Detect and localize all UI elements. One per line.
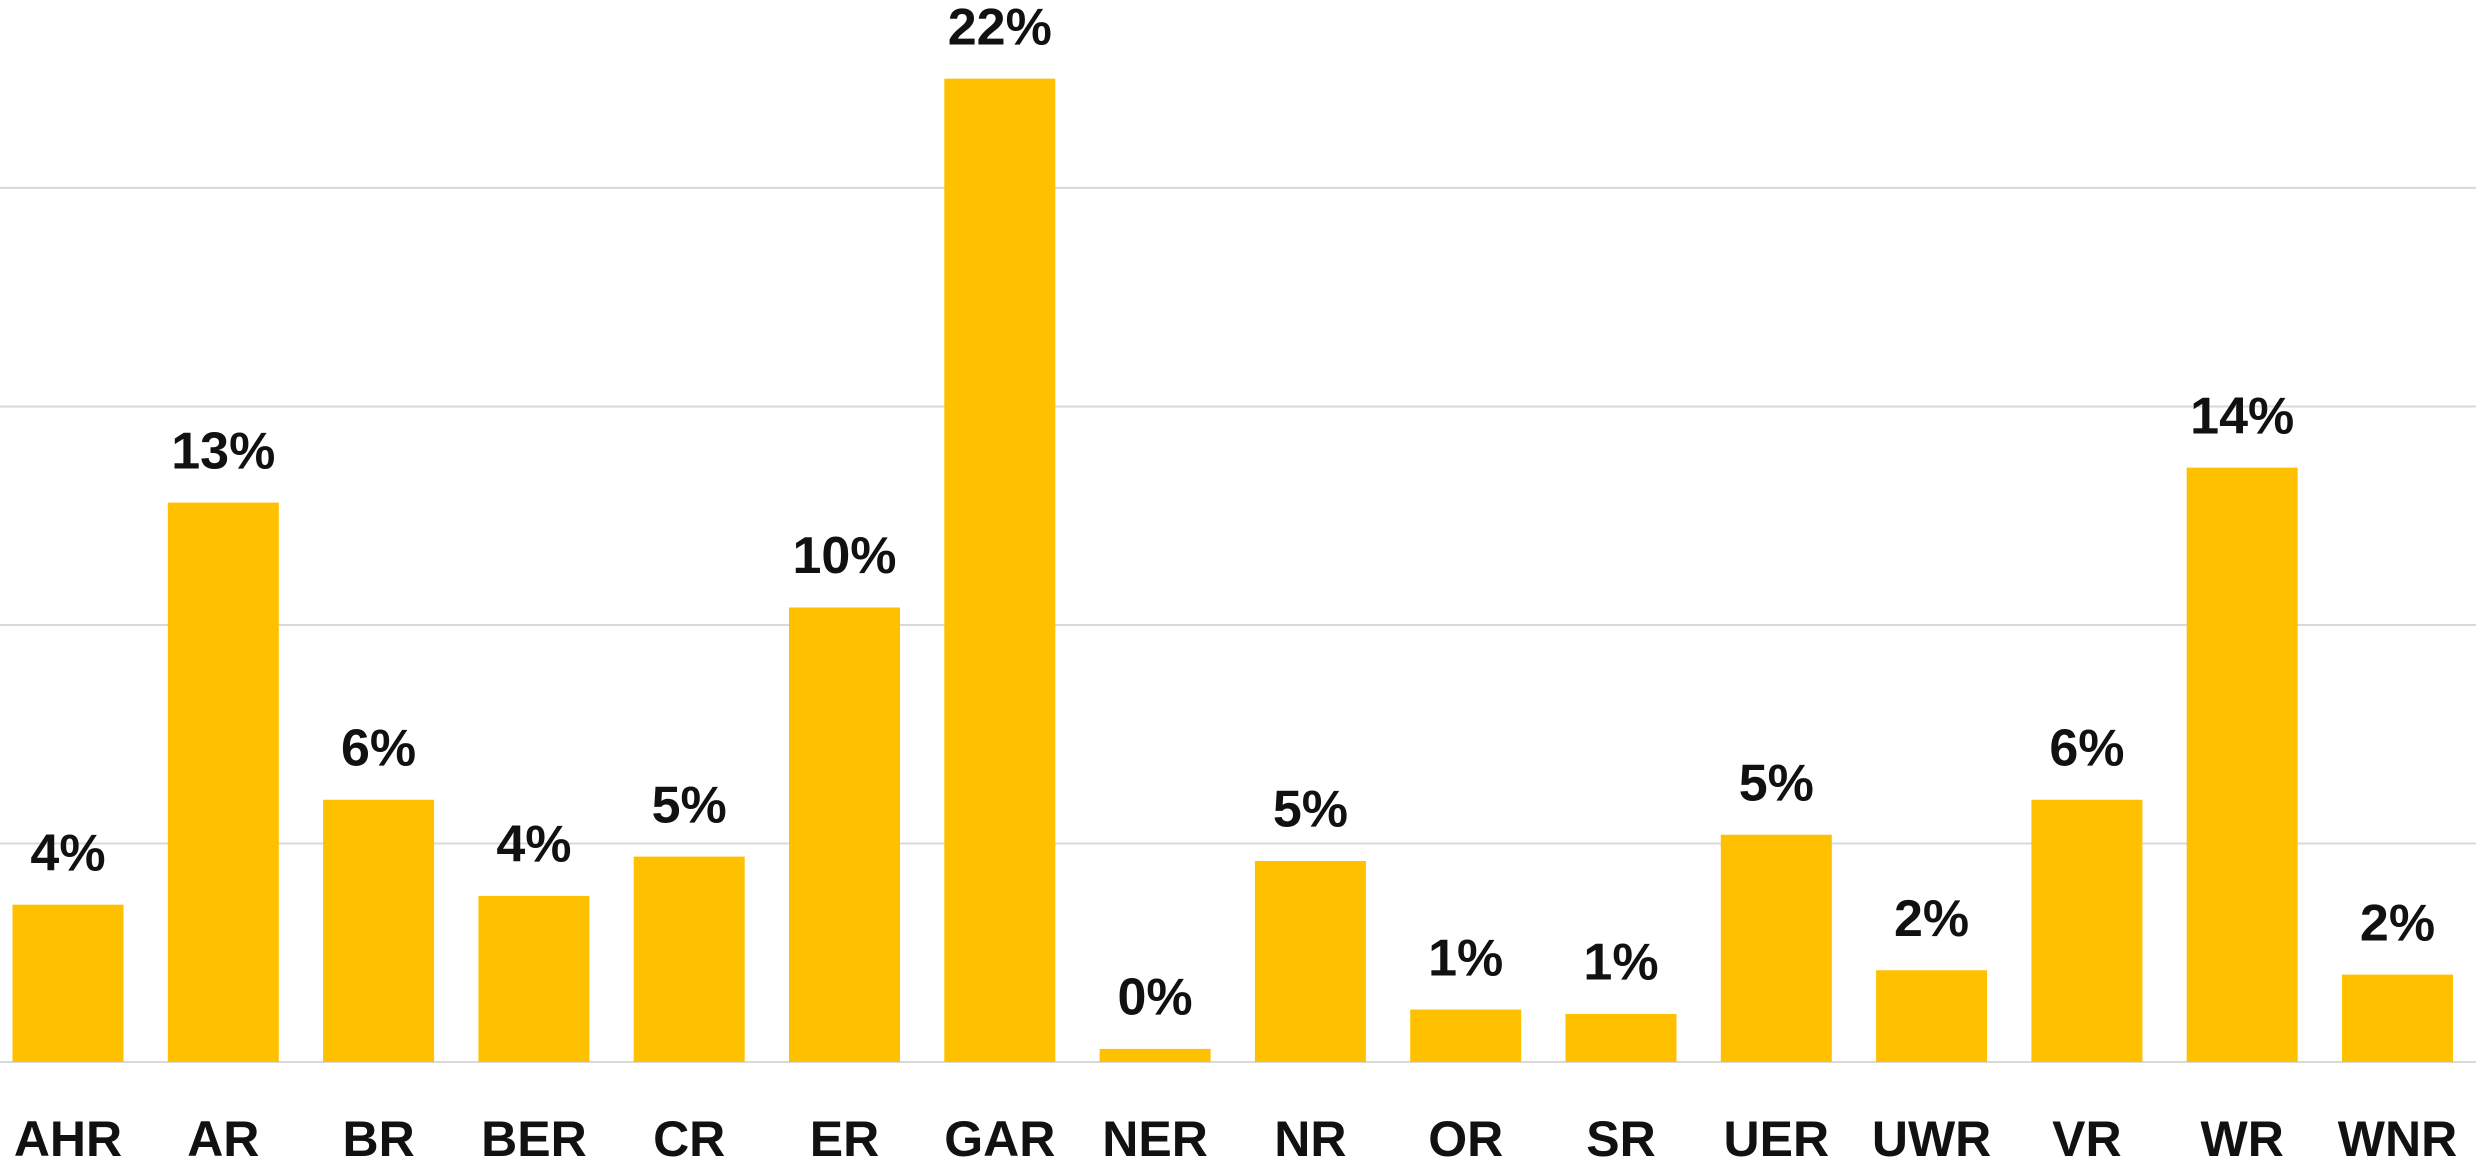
value-label: 5% bbox=[1739, 754, 1814, 812]
x-tick-label: CR bbox=[653, 1111, 725, 1167]
x-tick-label: SR bbox=[1586, 1111, 1655, 1167]
x-tick-label: WR bbox=[2201, 1111, 2284, 1167]
x-tick-label: UWR bbox=[1872, 1111, 1991, 1167]
bar bbox=[1254, 860, 1366, 1062]
x-tick-label: ER bbox=[810, 1111, 879, 1167]
value-label: 10% bbox=[792, 527, 896, 585]
bar bbox=[1099, 1048, 1211, 1062]
x-tick-label: VR bbox=[2052, 1111, 2121, 1167]
value-label: 2% bbox=[1894, 890, 1969, 948]
x-tick-label: OR bbox=[1428, 1111, 1503, 1167]
bar bbox=[944, 78, 1056, 1062]
x-tick-label: WNR bbox=[2338, 1111, 2457, 1167]
value-label: 2% bbox=[2360, 894, 2435, 952]
x-tick-label: BR bbox=[342, 1111, 414, 1167]
bar bbox=[1410, 1009, 1522, 1062]
value-label: 4% bbox=[30, 824, 105, 882]
x-tick-label: AHR bbox=[14, 1111, 122, 1167]
bar bbox=[633, 856, 745, 1062]
bar bbox=[1876, 970, 1988, 1062]
x-tick-label: NR bbox=[1274, 1111, 1346, 1167]
value-label: 1% bbox=[1583, 934, 1658, 992]
bar bbox=[167, 502, 279, 1062]
value-label: 14% bbox=[2190, 387, 2294, 445]
x-tick-label: NER bbox=[1102, 1111, 1208, 1167]
bar bbox=[2031, 799, 2143, 1062]
value-label: 22% bbox=[948, 0, 1052, 56]
value-label: 6% bbox=[341, 720, 416, 778]
x-tick-label: UER bbox=[1724, 1111, 1830, 1167]
x-tick-label: BER bbox=[481, 1111, 587, 1167]
value-label: 1% bbox=[1428, 929, 1503, 987]
bar bbox=[323, 799, 435, 1062]
bar bbox=[2342, 974, 2453, 1062]
value-label: 6% bbox=[2049, 720, 2124, 778]
value-label: 0% bbox=[1118, 969, 1193, 1027]
value-label: 5% bbox=[1273, 781, 1348, 839]
bar bbox=[478, 895, 590, 1062]
bar bbox=[789, 607, 900, 1062]
bar bbox=[1720, 834, 1832, 1062]
value-label: 5% bbox=[652, 776, 727, 834]
bar bbox=[12, 904, 124, 1062]
value-label: 13% bbox=[171, 422, 275, 480]
x-tick-label: AR bbox=[187, 1111, 259, 1167]
bar bbox=[2186, 467, 2298, 1062]
bar bbox=[1565, 1013, 1677, 1062]
value-label: 4% bbox=[496, 816, 571, 874]
x-tick-label: GAR bbox=[944, 1111, 1055, 1167]
